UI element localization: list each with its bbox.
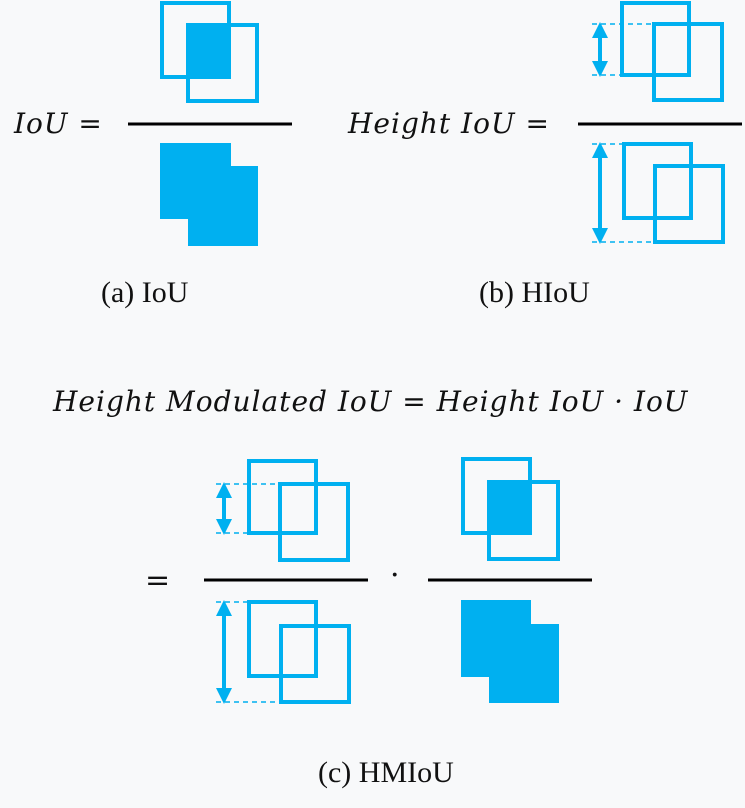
hmiou-hiou-numerator: [216, 459, 350, 562]
caption-b: (b) HIoU: [479, 276, 590, 309]
box-1-outline: [160, 1, 231, 79]
box-1-outline: [622, 142, 693, 220]
box-2-outline: [278, 482, 350, 562]
caption-c: (c) HMIoU: [318, 756, 454, 789]
box-2-outline: [186, 23, 259, 103]
iou-numerator-boxes: [160, 1, 259, 103]
caption-a: (a) IoU: [101, 276, 189, 309]
box-1-outline: [461, 457, 532, 535]
box-1-outline: [247, 459, 318, 535]
box-2-outline: [279, 624, 351, 704]
box-2-outline: [653, 164, 725, 244]
hmiou-hiou-denominator: [216, 600, 351, 704]
hmiou-iou-numerator: [461, 457, 560, 561]
intersection-area: [188, 25, 229, 77]
box-2-outline: [652, 22, 724, 102]
union-area: [160, 143, 258, 246]
box-2-outline: [487, 480, 560, 561]
hiou-numerator: [592, 1, 724, 102]
multiply-dot: ·: [390, 558, 400, 593]
hiou-denominator: [592, 142, 725, 244]
union-area: [461, 600, 559, 703]
hiou-formula-lhs: Height IoU =: [348, 107, 550, 140]
equals-sign: =: [145, 563, 171, 598]
hmiou-equation: Height Modulated IoU = Height IoU · IoU: [53, 385, 689, 418]
iou-formula-lhs: IoU =: [14, 107, 103, 140]
intersection-area: [489, 482, 530, 533]
